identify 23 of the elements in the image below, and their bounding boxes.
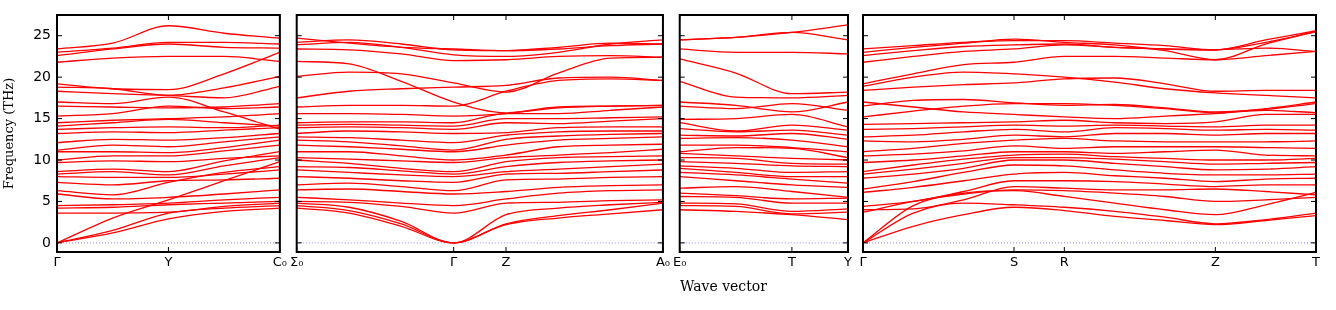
x-tick-label: Γ xyxy=(859,254,868,270)
y-tick-label: 10 xyxy=(33,150,51,167)
x-tick-label: A₀ xyxy=(655,254,670,270)
x-tick-label: E₀ xyxy=(672,254,687,270)
x-tick-label: Σ₀ xyxy=(289,254,304,270)
x-tick-label: T xyxy=(786,254,796,270)
x-tick-label: Z xyxy=(501,254,511,270)
y-tick-label: 5 xyxy=(42,192,51,209)
x-tick-label: S xyxy=(1009,254,1019,270)
x-tick-label: Y xyxy=(163,254,173,270)
x-tick-label: Y xyxy=(843,254,853,270)
x-axis-title: Wave vector xyxy=(680,278,767,294)
x-tick-label: Z xyxy=(1210,254,1220,270)
x-tick-label: C₀ xyxy=(272,254,287,270)
x-tick-label: Γ xyxy=(53,254,62,270)
x-tick-label: T xyxy=(1311,254,1321,270)
y-axis-title: Frequency (THz) xyxy=(1,77,17,190)
x-tick-label: Γ xyxy=(450,254,459,270)
y-tick-label: 20 xyxy=(33,67,51,84)
x-tick-label: R xyxy=(1059,254,1069,270)
y-tick-label: 0 xyxy=(42,233,51,250)
y-tick-label: 15 xyxy=(33,109,51,126)
y-tick-label: 25 xyxy=(33,26,51,43)
